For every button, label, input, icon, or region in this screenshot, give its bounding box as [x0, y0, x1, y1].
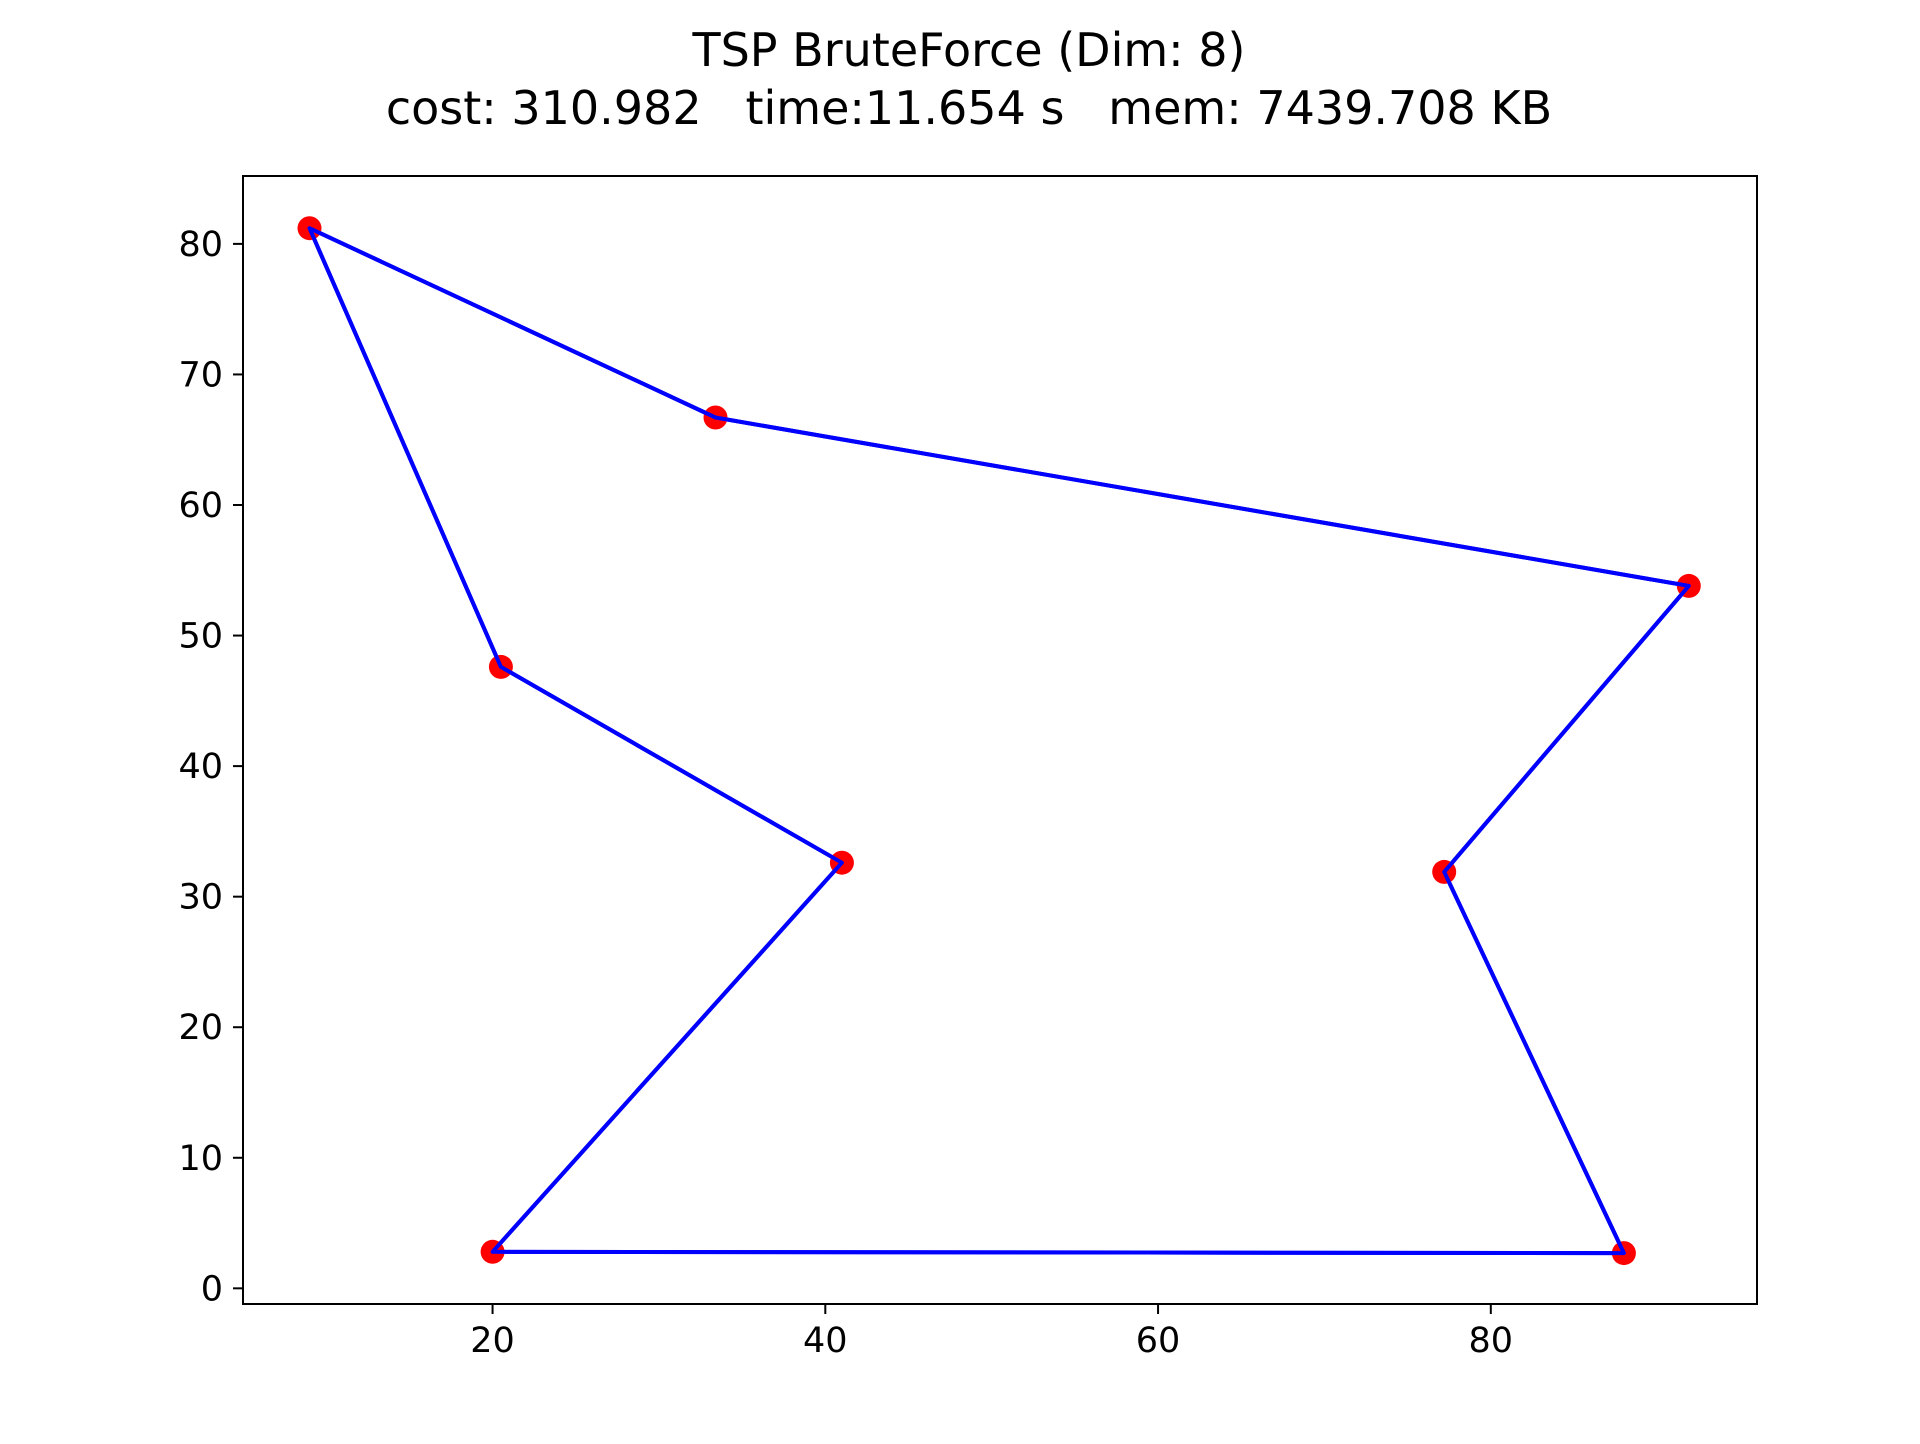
plot-area: 20 40 60 80 0 10 20 30 40 50 60 70 80 [178, 175, 1758, 1361]
y-tick-label: 50 [178, 617, 223, 657]
x-tick-label: 20 [470, 1321, 515, 1361]
x-tick-label: 60 [1136, 1321, 1181, 1361]
y-tick-label: 80 [178, 225, 223, 265]
y-tick-label: 10 [178, 1139, 223, 1179]
y-tick-label: 20 [178, 1008, 223, 1048]
y-tick-label: 30 [178, 878, 223, 918]
y-tick-label: 40 [178, 747, 223, 787]
x-tick-label: 80 [1469, 1321, 1514, 1361]
x-tick-label: 40 [803, 1321, 848, 1361]
chart-title: TSP BruteForce (Dim: 8) [692, 23, 1246, 77]
y-tick-label: 70 [178, 355, 223, 395]
route-line-overlay [307, 226, 1691, 1256]
y-tick-label: 60 [178, 486, 223, 526]
plot-frame [242, 175, 1758, 1305]
y-tick-label: 0 [201, 1269, 223, 1309]
chart-subtitle: cost: 310.982 time:11.654 s mem: 7439.70… [386, 81, 1552, 135]
